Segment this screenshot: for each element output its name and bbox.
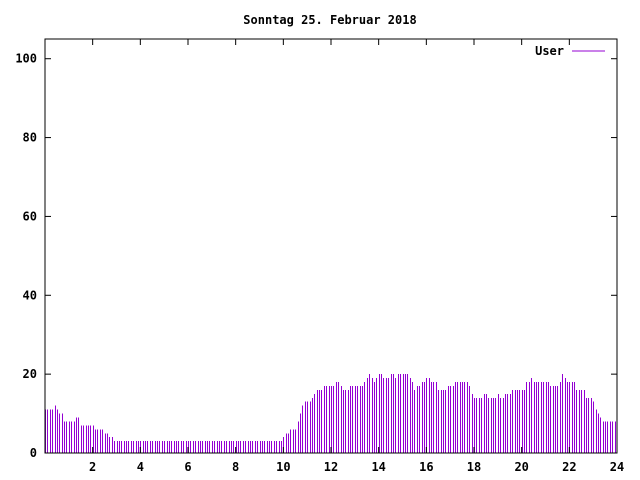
plot-frame xyxy=(44,38,618,454)
x-tick-label: 8 xyxy=(232,460,239,474)
x-tick-label: 10 xyxy=(276,460,290,474)
y-tick-label: 0 xyxy=(30,446,37,460)
x-tick-label: 18 xyxy=(467,460,481,474)
x-tick-label: 4 xyxy=(137,460,144,474)
y-tick-label: 20 xyxy=(23,367,37,381)
legend-label-user: User xyxy=(535,44,564,58)
y-tick-label: 100 xyxy=(15,52,37,66)
legend: User xyxy=(535,44,605,58)
y-tick-label: 40 xyxy=(23,288,37,302)
x-tick-label: 22 xyxy=(562,460,576,474)
x-tick-label: 14 xyxy=(371,460,385,474)
bars-group xyxy=(45,374,616,453)
chart-title: Sonntag 25. Februar 2018 xyxy=(243,13,416,27)
x-tick-label: 24 xyxy=(610,460,624,474)
y-tick-label: 60 xyxy=(23,209,37,223)
x-tick-label: 12 xyxy=(324,460,338,474)
x-tick-label: 6 xyxy=(184,460,191,474)
x-tick-label: 20 xyxy=(514,460,528,474)
x-tick-label: 16 xyxy=(419,460,433,474)
y-tick-label: 80 xyxy=(23,131,37,145)
x-tick-label: 2 xyxy=(89,460,96,474)
